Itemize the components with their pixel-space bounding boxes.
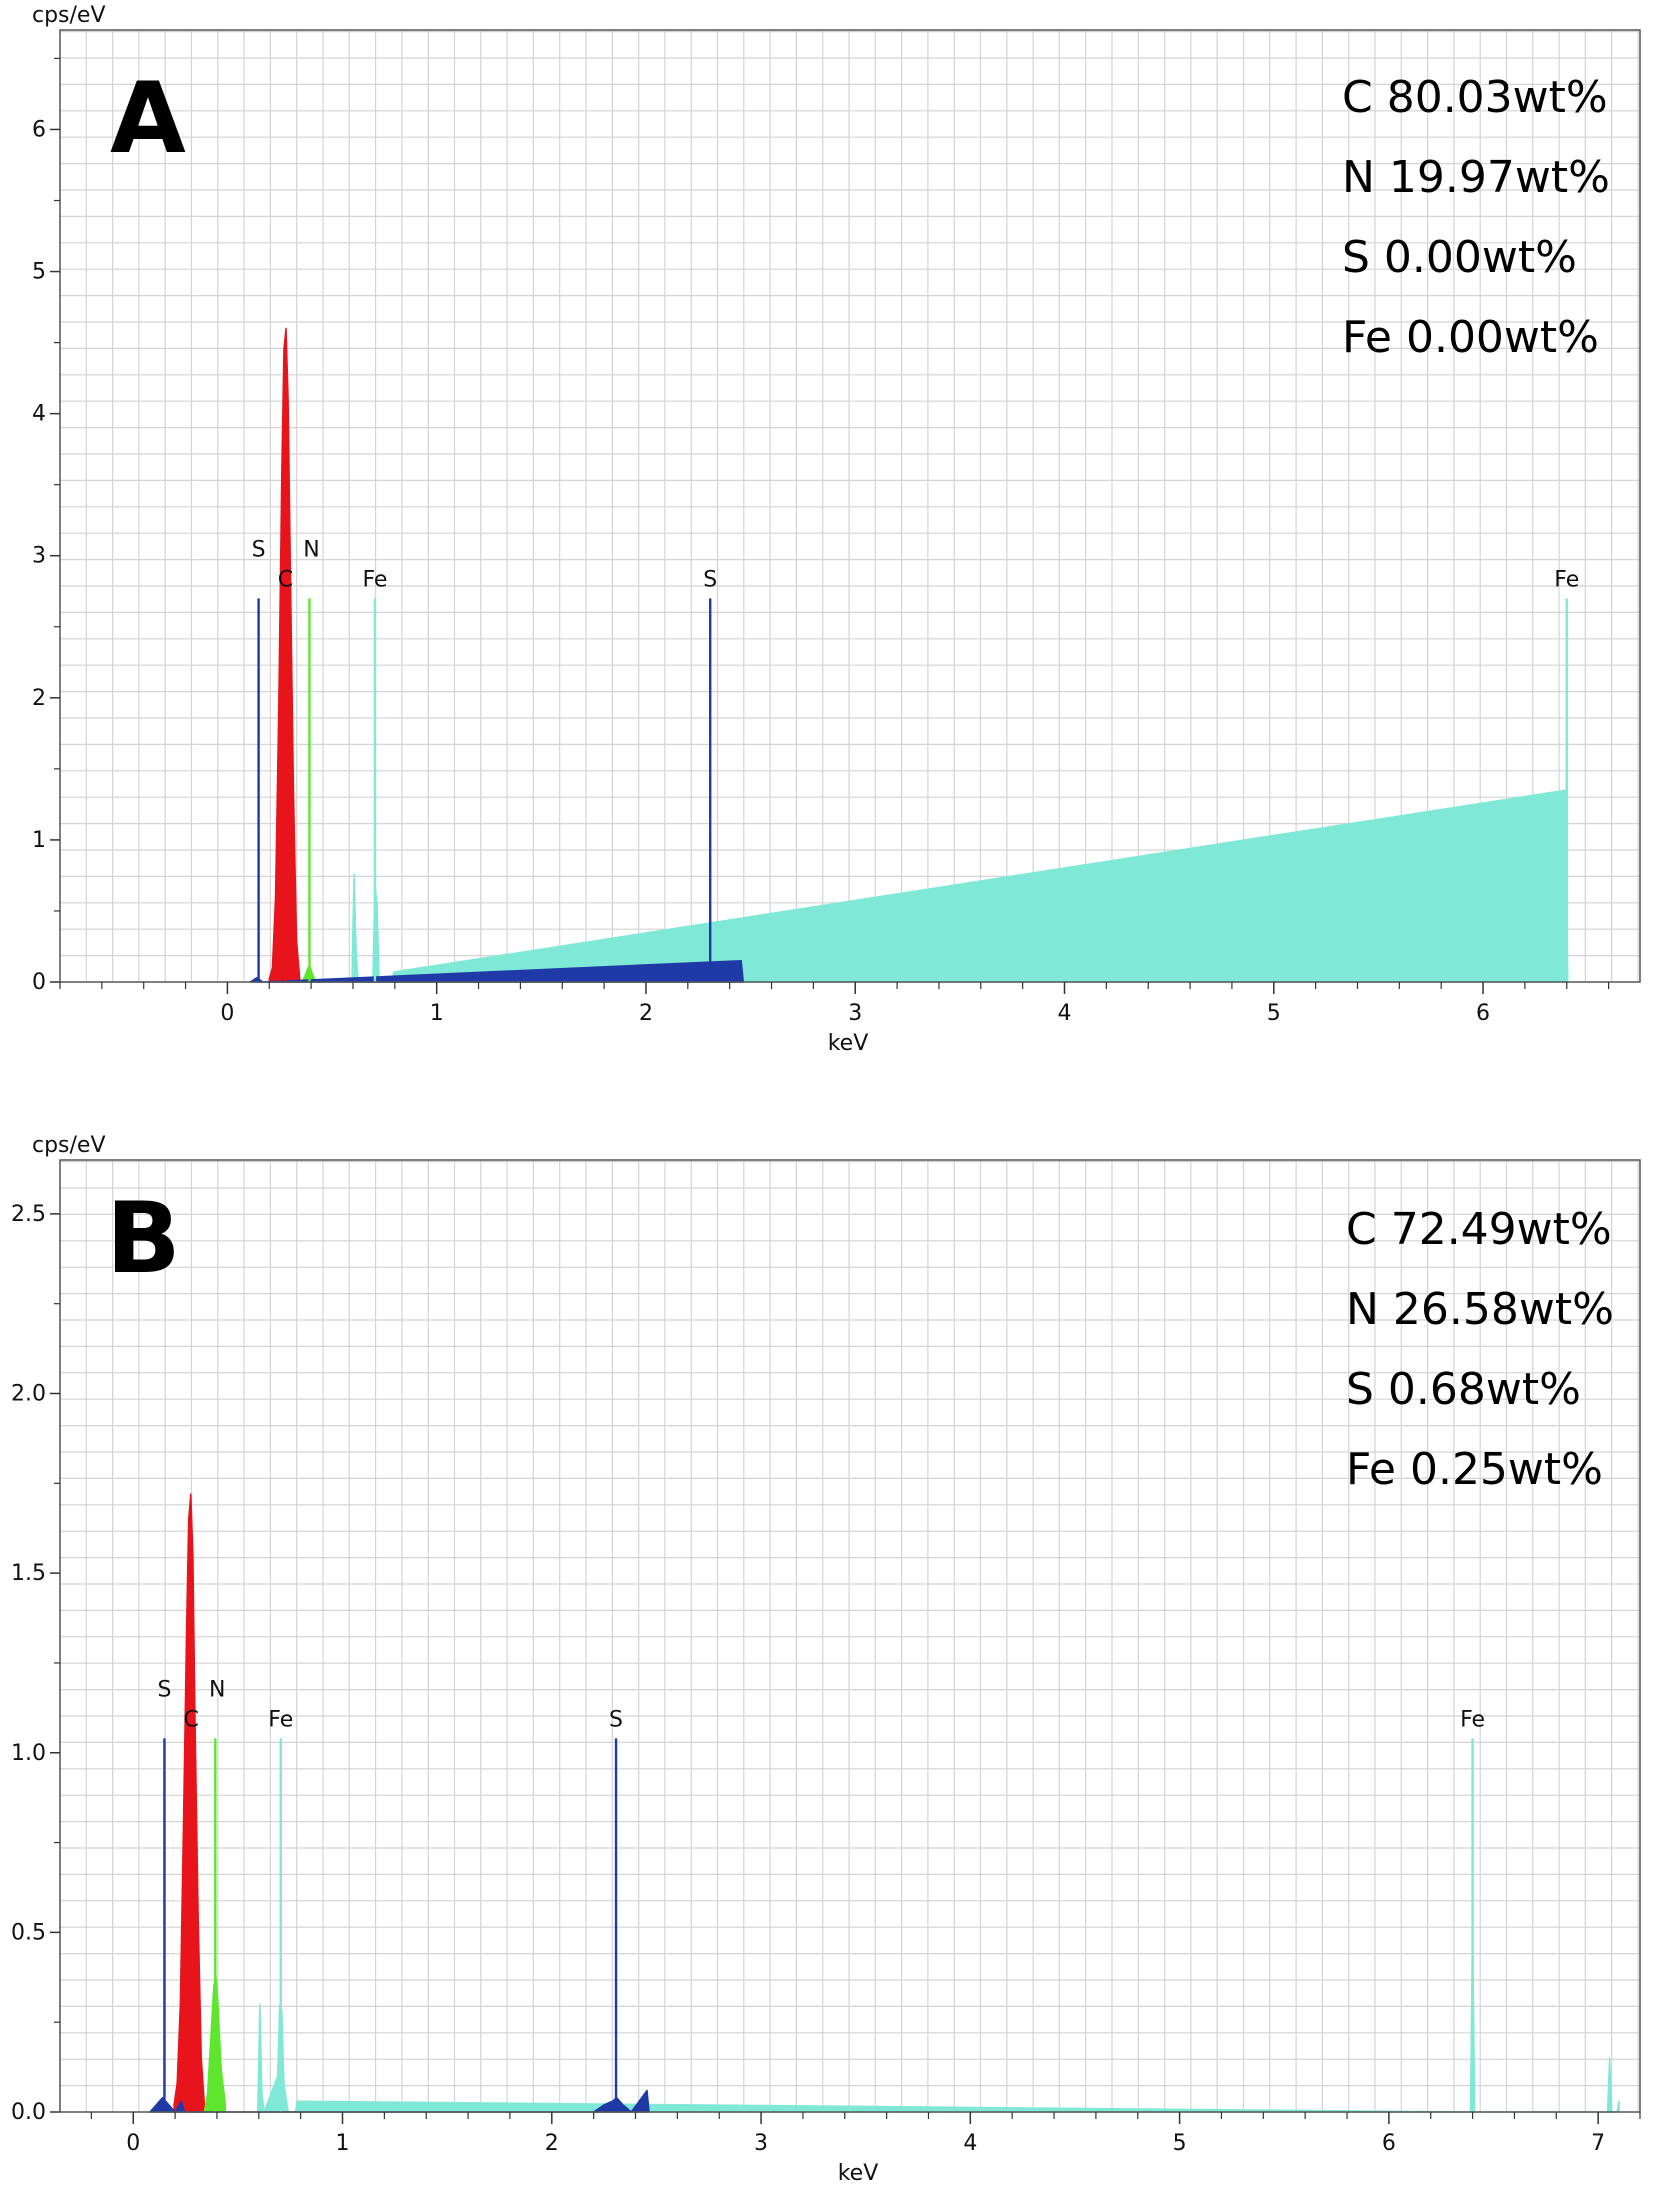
panel-a-marker-label-fe: Fe	[362, 567, 387, 592]
panel-a-plot-frame	[59, 29, 1641, 983]
panel-a-x-tick-label: 0	[220, 1001, 234, 1026]
panel-b-series-s	[149, 2089, 650, 2113]
panel-b-composition-c: C 72.49wt%	[1346, 1204, 1612, 1255]
panel-b-marker-label-s: S	[609, 1707, 623, 1732]
panel-b-plot-frame	[59, 1159, 1641, 2113]
panel-a-label: A	[110, 62, 186, 176]
panel-b-marker-label-s: S	[157, 1677, 171, 1702]
panel-a-composition: C 80.03wt% N 19.97wt% S 0.00wt% Fe 0.00w…	[1342, 72, 1610, 363]
panel-a-marker-label-c: C	[278, 567, 293, 592]
panel-a-x-tick-label: 1	[430, 1001, 444, 1026]
panel-b-y-tick-label: 1.5	[11, 1561, 46, 1586]
panel-b-series-c	[173, 1493, 206, 2113]
panel-a-x-tick-label: 2	[639, 1001, 653, 1026]
panel-b-marker-label-c: C	[184, 1707, 199, 1732]
panel-b-y-axis-label: cps/eV	[32, 1133, 106, 1158]
panel-b-marker-label-fe: Fe	[268, 1707, 293, 1732]
panel-a-grid	[60, 30, 1640, 982]
panel-b-x-tick-label: 4	[963, 2131, 977, 2156]
panel-b-y-tick-label: 1.0	[11, 1741, 46, 1766]
panel-b-x-tick-label: 5	[1173, 2131, 1187, 2156]
panel-a-x-tick-label: 4	[1058, 1001, 1072, 1026]
panel-a-marker-label-s: S	[252, 537, 266, 562]
panel-a-y-tick-label: 1	[32, 828, 46, 853]
panel-b-y-tick-label: 2.0	[11, 1382, 46, 1407]
panel-b-x-tick-label: 6	[1382, 2131, 1396, 2156]
panel-b-x-tick-label: 7	[1591, 2131, 1605, 2156]
panel-b-grid	[60, 1160, 1640, 2112]
panel-b-marker-label-n: N	[209, 1677, 225, 1702]
panel-a-y-tick-label: 0	[32, 970, 46, 995]
panel-b-y-tick-label: 0.5	[11, 1920, 46, 1945]
panel-a-x-axis-label: keV	[828, 1031, 869, 1056]
panel-b-composition: C 72.49wt% N 26.58wt% S 0.68wt% Fe 0.25w…	[1346, 1204, 1614, 1495]
panel-a-y-tick-label: 5	[32, 260, 46, 285]
panel-b-composition-n: N 26.58wt%	[1346, 1284, 1614, 1335]
panel-b-y-tick-label: 0.0	[11, 2100, 46, 2125]
panel-a-y-tick-label: 4	[32, 402, 46, 427]
panel-a-x-tick-label: 5	[1267, 1001, 1281, 1026]
panel-b-x-tick-label: 2	[545, 2131, 559, 2156]
panel-a-axes: 0 1 2 3 4 5 6 0 1 2 3 4 5 6	[32, 29, 1641, 1026]
panel-a-marker-label-n: N	[303, 537, 319, 562]
panel-b-composition-fe: Fe 0.25wt%	[1346, 1444, 1603, 1495]
panel-a-x-tick-label: 3	[848, 1001, 862, 1026]
panel-a-y-tick-label: 3	[32, 544, 46, 569]
panel-b-x-axis-label: keV	[838, 2161, 879, 2186]
panel-b-label: B	[106, 1182, 181, 1296]
panel-b-y-tick-label: 2.5	[11, 1202, 46, 1227]
panel-a-marker-label-fe: Fe	[1554, 567, 1579, 592]
panel-b-x-tick-label: 1	[336, 2131, 350, 2156]
panel-b-marker-label-fe: Fe	[1460, 1707, 1485, 1732]
panel-a-composition-c: C 80.03wt%	[1342, 72, 1608, 123]
panel-b-composition-s: S 0.68wt%	[1346, 1364, 1581, 1415]
panel-a-composition-s: S 0.00wt%	[1342, 232, 1577, 283]
panel-a-composition-n: N 19.97wt%	[1342, 152, 1610, 203]
panel-a-y-axis-label: cps/eV	[32, 3, 106, 28]
panel-a-y-tick-label: 2	[32, 686, 46, 711]
panel-a-y-tick-label: 6	[32, 117, 46, 142]
panel-a-marker-label-s: S	[703, 567, 717, 592]
panel-b-axes: 0.0 0.5 1.0 1.5 2.0 2.5 0 1 2 3 4 5 6 7	[11, 1159, 1641, 2156]
panel-a-x-tick-label: 6	[1476, 1001, 1490, 1026]
panel-b-x-tick-label: 0	[126, 2131, 140, 2156]
panel-a-composition-fe: Fe 0.00wt%	[1342, 312, 1599, 363]
panel-b-x-tick-label: 3	[754, 2131, 768, 2156]
